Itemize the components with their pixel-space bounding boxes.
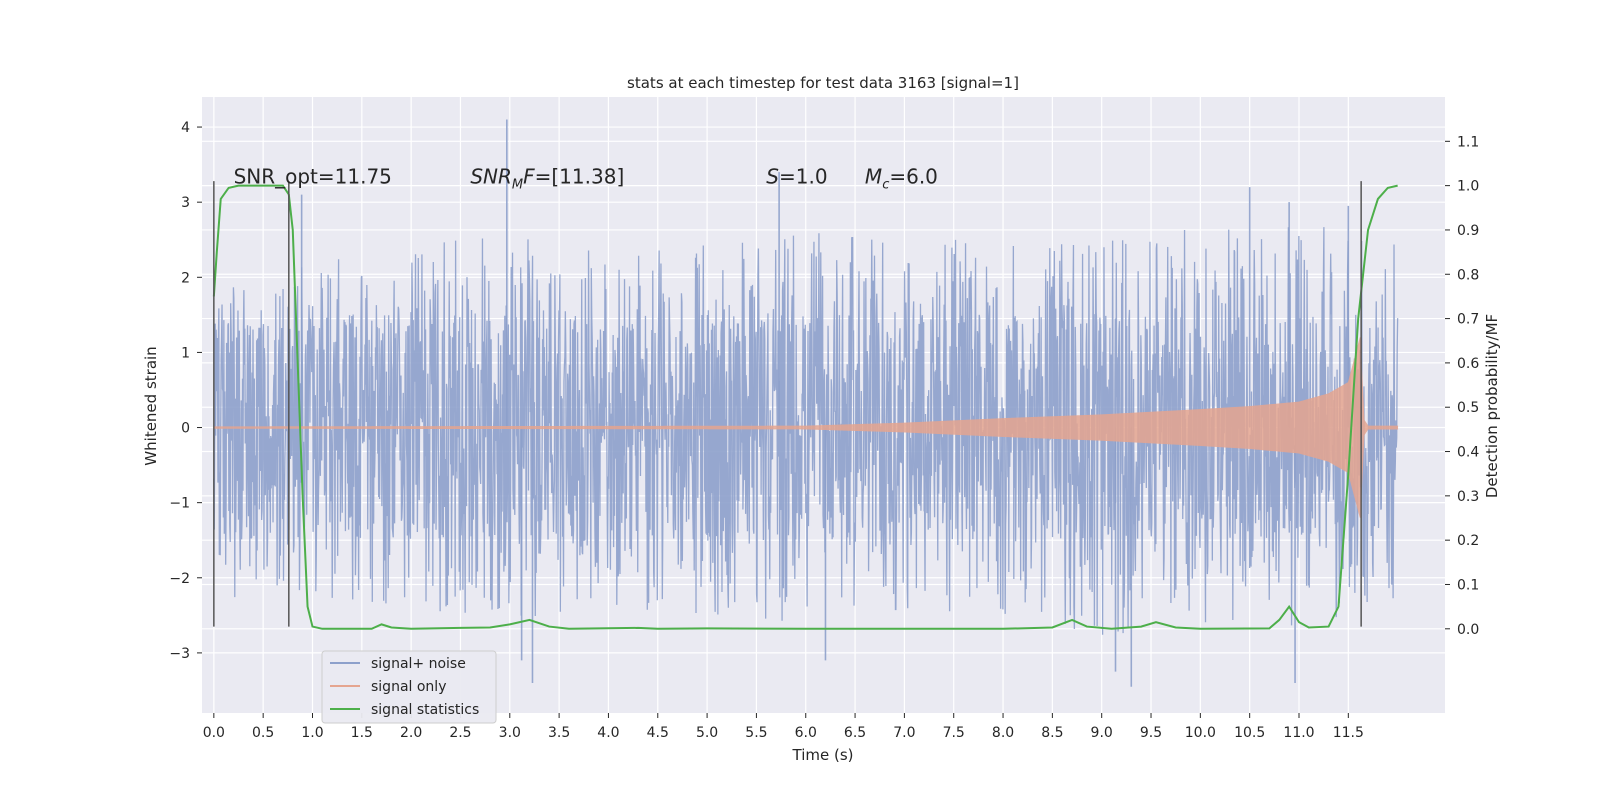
y-tick-label-2: 2 xyxy=(181,270,190,286)
y2-tick-label-0-7: 0.7 xyxy=(1457,312,1479,328)
y2-tick-label-1-1: 1.1 xyxy=(1457,134,1479,150)
x-tick-label-0: 0.0 xyxy=(203,725,225,741)
annotation-1-part-2: F xyxy=(523,164,535,188)
annotation-3: Mc=6.0 xyxy=(865,164,938,192)
legend-label-signal-statistics: signal statistics xyxy=(371,702,479,718)
y2-tick-label-0-6: 0.6 xyxy=(1457,356,1479,372)
y2-tick-label-0-8: 0.8 xyxy=(1457,267,1479,283)
y2-tick-label-0-1: 0.1 xyxy=(1457,577,1479,593)
y-tick-label--2: −2 xyxy=(169,571,190,587)
annotation-0: SNR_opt=11.75 xyxy=(234,164,392,188)
chart-title: stats at each timestep for test data 316… xyxy=(627,74,1019,92)
series-layer xyxy=(212,119,1399,687)
x-tick-label-7-5: 7.5 xyxy=(943,725,965,741)
x-tick-label-3: 3.0 xyxy=(499,725,521,741)
annotation-1-part-0: SNR xyxy=(470,164,512,188)
legend: signal+ noise signal only signal statist… xyxy=(321,650,497,724)
y2-tick-label-0-9: 0.9 xyxy=(1457,223,1479,239)
y-axis-label: Whitened strain xyxy=(142,346,160,465)
x-tick-label-4: 4.0 xyxy=(597,725,619,741)
y-axis-right: 0.0 0.1 0.2 0.3 0.4 0.5 0.6 0.7 0.8 0.9 1.0 1.1 xyxy=(1445,134,1479,638)
x-tick-label-11-5: 11.5 xyxy=(1333,725,1364,741)
x-tick-label-10: 10.0 xyxy=(1185,725,1216,741)
annotation-2: S=1.0 xyxy=(766,164,827,188)
annotations: SNR_opt=11.75 SNRMF=[11.38] S=1.0 Mc=6.0 xyxy=(234,164,938,192)
x-tick-label-9: 9.0 xyxy=(1091,725,1113,741)
x-tick-label-4-5: 4.5 xyxy=(647,725,669,741)
series-signal-statistics xyxy=(212,184,1398,630)
x-tick-label-3-5: 3.5 xyxy=(548,725,570,741)
y-tick-label-3: 3 xyxy=(181,195,190,211)
y2-tick-label-0-5: 0.5 xyxy=(1457,400,1479,416)
legend-box xyxy=(321,650,497,724)
annotation-1: SNRMF=[11.38] xyxy=(470,164,624,192)
annotation-3-part-2: =6.0 xyxy=(889,164,938,188)
y2-tick-label-0-2: 0.2 xyxy=(1457,533,1479,549)
y-tick-label-1: 1 xyxy=(181,345,190,361)
y2-tick-label-0: 0.0 xyxy=(1457,622,1479,638)
y2-tick-label-1: 1.0 xyxy=(1457,179,1479,195)
x-axis: 0.0 0.5 1.0 1.5 2.0 2.5 3.0 3.5 4.0 4.5 5.0 5.5 6.0 6… xyxy=(203,713,1364,741)
x-tick-label-1-5: 1.5 xyxy=(351,725,373,741)
y-tick-label--1: −1 xyxy=(169,496,190,512)
y2-axis-label: Detection probability/MF xyxy=(1483,314,1501,498)
series-signal-only xyxy=(213,337,1399,518)
x-tick-label-8-5: 8.5 xyxy=(1041,725,1063,741)
annotation-3-part-0: M xyxy=(865,164,882,188)
y-axis-left: −3 −2 −1 0 1 2 3 4 xyxy=(169,120,202,662)
annotation-2-part-0: S xyxy=(766,164,779,188)
y-tick-label--3: −3 xyxy=(169,646,190,662)
legend-label-signal-only: signal only xyxy=(371,679,446,695)
x-tick-label-9-5: 9.5 xyxy=(1140,725,1162,741)
annotation-1-part-1: M xyxy=(512,177,523,192)
x-tick-label-1: 1.0 xyxy=(301,725,323,741)
x-tick-label-2: 2.0 xyxy=(400,725,422,741)
series-signal-noise-line xyxy=(213,227,1399,635)
y-tick-label-4: 4 xyxy=(181,120,190,136)
y-tick-label-0: 0 xyxy=(181,421,190,437)
x-tick-label-5-5: 5.5 xyxy=(745,725,767,741)
annotation-2-part-1: =1.0 xyxy=(779,164,828,188)
annotation-0-part-0: SNR_opt=11.75 xyxy=(234,164,392,188)
x-axis-label: Time (s) xyxy=(792,746,854,764)
x-tick-label-8: 8.0 xyxy=(992,725,1014,741)
x-tick-label-6-5: 6.5 xyxy=(844,725,866,741)
annotation-3-part-1: c xyxy=(882,177,889,192)
marker-lines xyxy=(213,181,1362,627)
x-tick-label-0-5: 0.5 xyxy=(252,725,274,741)
x-tick-label-5: 5.0 xyxy=(696,725,718,741)
legend-label-signal-noise: signal+ noise xyxy=(371,656,466,672)
x-tick-label-6: 6.0 xyxy=(795,725,817,741)
x-tick-label-2-5: 2.5 xyxy=(449,725,471,741)
y2-tick-label-0-3: 0.3 xyxy=(1457,489,1479,505)
x-tick-label-10-5: 10.5 xyxy=(1234,725,1265,741)
y2-tick-label-0-4: 0.4 xyxy=(1457,445,1479,461)
annotation-1-part-3: =[11.38] xyxy=(535,164,625,188)
x-tick-label-7: 7.0 xyxy=(893,725,915,741)
x-tick-label-11: 11.0 xyxy=(1283,725,1314,741)
